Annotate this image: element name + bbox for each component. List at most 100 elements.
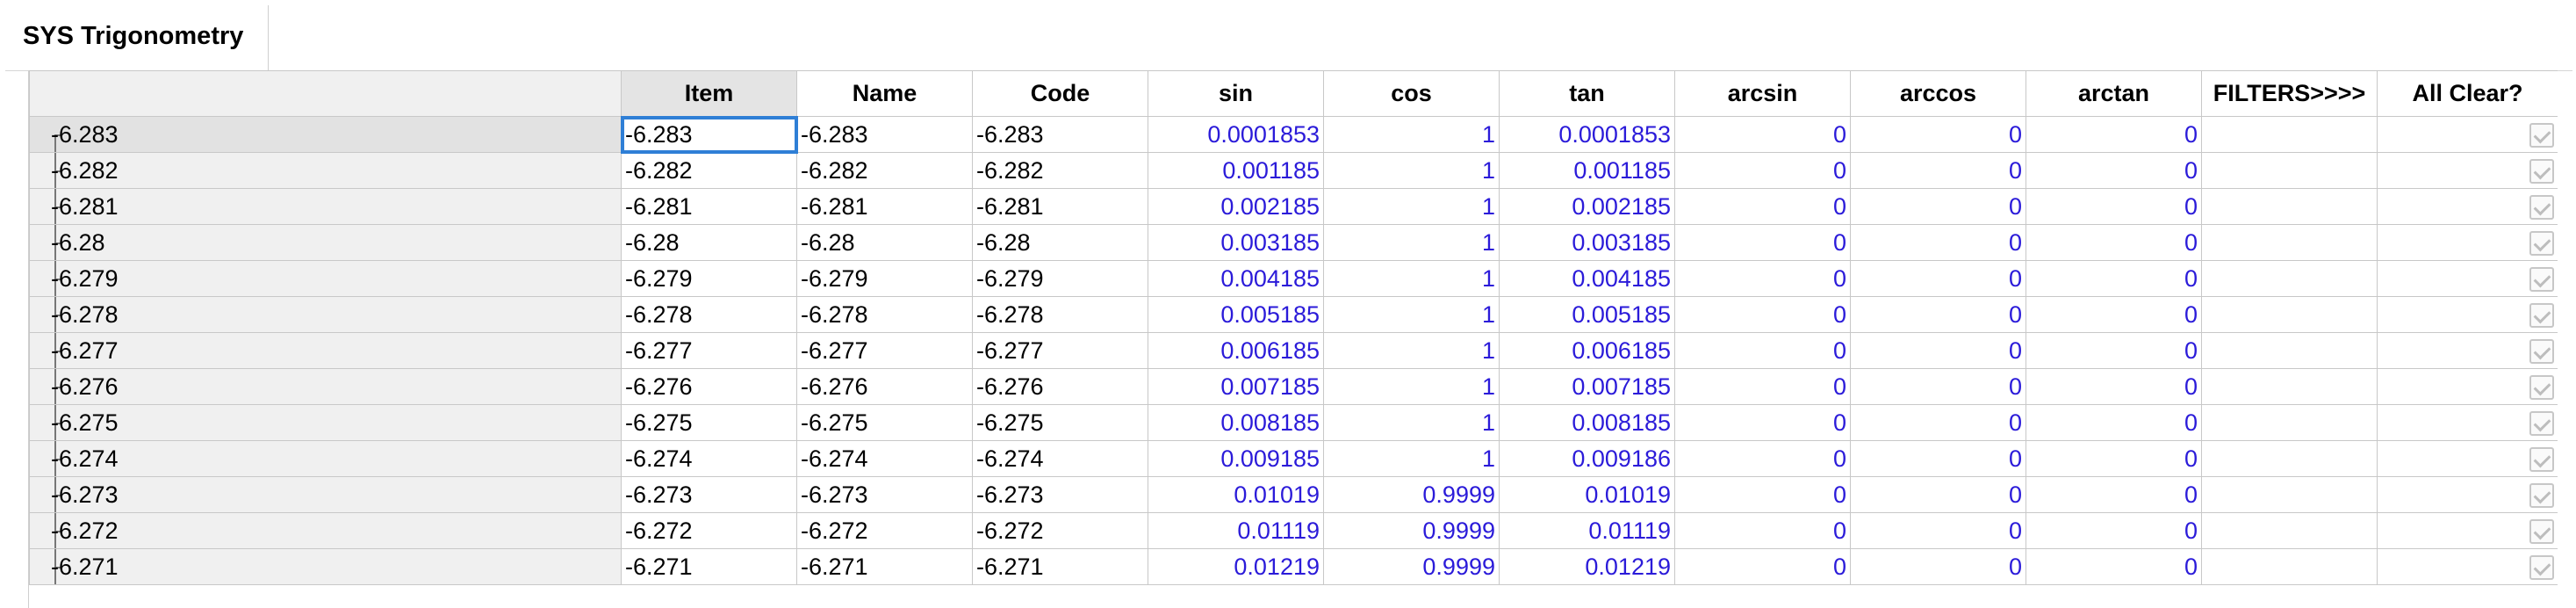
cell-code[interactable]: -6.277 — [972, 332, 1148, 369]
tree-node[interactable]: -6.272 — [29, 512, 622, 549]
cell-arctan[interactable]: 0 — [2026, 260, 2202, 297]
cell-item[interactable]: -6.275 — [621, 404, 797, 441]
cell-arccos[interactable]: 0 — [1850, 152, 2026, 189]
cell-name[interactable]: -6.272 — [796, 512, 973, 549]
cell-arcsin[interactable]: 0 — [1674, 260, 1851, 297]
cell-all-clear[interactable] — [2377, 116, 2558, 153]
cell-arccos[interactable]: 0 — [1850, 476, 2026, 513]
cell-code[interactable]: -6.274 — [972, 440, 1148, 477]
table-row[interactable]: -6.276 -6.276 -6.276 -6.276 0.007185 1 0.00718… — [29, 368, 2558, 405]
cell-item[interactable]: -6.282 — [621, 152, 797, 189]
checkbox-checked-icon[interactable] — [2529, 483, 2554, 509]
cell-cos[interactable]: 1 — [1323, 440, 1500, 477]
cell-sin[interactable]: 0.006185 — [1148, 332, 1324, 369]
cell-code[interactable]: -6.271 — [972, 548, 1148, 585]
column-header-arccos[interactable]: arccos — [1850, 70, 2026, 117]
cell-all-clear[interactable] — [2377, 440, 2558, 477]
cell-arccos[interactable]: 0 — [1850, 368, 2026, 405]
cell-name[interactable]: -6.281 — [796, 188, 973, 225]
cell-cos[interactable]: 1 — [1323, 188, 1500, 225]
tree-node[interactable]: -6.274 — [29, 440, 622, 477]
cell-arccos[interactable]: 0 — [1850, 224, 2026, 261]
cell-arcsin[interactable]: 0 — [1674, 368, 1851, 405]
tree-node[interactable]: -6.281 — [29, 188, 622, 225]
cell-all-clear[interactable] — [2377, 332, 2558, 369]
cell-name[interactable]: -6.282 — [796, 152, 973, 189]
cell-filters[interactable] — [2201, 224, 2378, 261]
column-header-arcsin[interactable]: arcsin — [1674, 70, 1851, 117]
cell-arccos[interactable]: 0 — [1850, 260, 2026, 297]
cell-arctan[interactable]: 0 — [2026, 548, 2202, 585]
cell-filters[interactable] — [2201, 476, 2378, 513]
tree-node[interactable]: -6.275 — [29, 404, 622, 441]
cell-sin[interactable]: 0.003185 — [1148, 224, 1324, 261]
cell-tan[interactable]: 0.007185 — [1499, 368, 1675, 405]
cell-name[interactable]: -6.276 — [796, 368, 973, 405]
cell-name[interactable]: -6.271 — [796, 548, 973, 585]
checkbox-checked-icon[interactable] — [2529, 555, 2554, 581]
cell-arctan[interactable]: 0 — [2026, 440, 2202, 477]
tree-node[interactable]: -6.273 — [29, 476, 622, 513]
cell-arcsin[interactable]: 0 — [1674, 476, 1851, 513]
cell-arcsin[interactable]: 0 — [1674, 332, 1851, 369]
cell-filters[interactable] — [2201, 332, 2378, 369]
cell-arcsin[interactable]: 0 — [1674, 224, 1851, 261]
checkbox-checked-icon[interactable] — [2529, 411, 2554, 437]
cell-filters[interactable] — [2201, 548, 2378, 585]
cell-sin[interactable]: 0.002185 — [1148, 188, 1324, 225]
cell-arccos[interactable]: 0 — [1850, 188, 2026, 225]
cell-cos[interactable]: 1 — [1323, 332, 1500, 369]
cell-sin[interactable]: 0.01019 — [1148, 476, 1324, 513]
table-row[interactable]: -6.28 -6.28 -6.28 -6.28 0.003185 1 0.003185 0 0 0 — [29, 224, 2558, 261]
tree-node[interactable]: -6.277 — [29, 332, 622, 369]
cell-arctan[interactable]: 0 — [2026, 368, 2202, 405]
cell-arctan[interactable]: 0 — [2026, 152, 2202, 189]
cell-all-clear[interactable] — [2377, 548, 2558, 585]
cell-code[interactable]: -6.275 — [972, 404, 1148, 441]
cell-sin[interactable]: 0.01119 — [1148, 512, 1324, 549]
tree-node[interactable]: -6.283 — [29, 116, 622, 153]
cell-sin[interactable]: 0.004185 — [1148, 260, 1324, 297]
cell-sin[interactable]: 0.007185 — [1148, 368, 1324, 405]
cell-name[interactable]: -6.278 — [796, 296, 973, 333]
table-row[interactable]: -6.271 -6.271 -6.271 -6.271 0.01219 0.9999 0.0… — [29, 548, 2558, 585]
cell-filters[interactable] — [2201, 152, 2378, 189]
cell-all-clear[interactable] — [2377, 512, 2558, 549]
cell-all-clear[interactable] — [2377, 188, 2558, 225]
cell-arcsin[interactable]: 0 — [1674, 152, 1851, 189]
cell-arcsin[interactable]: 0 — [1674, 296, 1851, 333]
checkbox-checked-icon[interactable] — [2529, 267, 2554, 293]
cell-arcsin[interactable]: 0 — [1674, 116, 1851, 153]
cell-arccos[interactable]: 0 — [1850, 332, 2026, 369]
tree-node[interactable]: -6.271 — [29, 548, 622, 585]
cell-arcsin[interactable]: 0 — [1674, 440, 1851, 477]
cell-code[interactable]: -6.278 — [972, 296, 1148, 333]
cell-name[interactable]: -6.277 — [796, 332, 973, 369]
cell-all-clear[interactable] — [2377, 296, 2558, 333]
checkbox-checked-icon[interactable] — [2529, 339, 2554, 365]
column-header-arctan[interactable]: arctan — [2026, 70, 2202, 117]
cell-arctan[interactable]: 0 — [2026, 188, 2202, 225]
cell-filters[interactable] — [2201, 296, 2378, 333]
column-header-cos[interactable]: cos — [1323, 70, 1500, 117]
cell-item[interactable]: -6.274 — [621, 440, 797, 477]
cell-filters[interactable] — [2201, 368, 2378, 405]
cell-arcsin[interactable]: 0 — [1674, 188, 1851, 225]
tree-node[interactable]: -6.28 — [29, 224, 622, 261]
cell-cos[interactable]: 1 — [1323, 224, 1500, 261]
cell-name[interactable]: -6.274 — [796, 440, 973, 477]
cell-cos[interactable]: 1 — [1323, 404, 1500, 441]
corner-header[interactable] — [29, 70, 622, 117]
column-header-item[interactable]: Item — [621, 70, 797, 117]
cell-sin[interactable]: 0.009185 — [1148, 440, 1324, 477]
cell-tan[interactable]: 0.0001853 — [1499, 116, 1675, 153]
tab-sys-trigonometry[interactable]: SYS Trigonometry — [5, 5, 269, 70]
cell-name[interactable]: -6.28 — [796, 224, 973, 261]
tree-node[interactable]: -6.278 — [29, 296, 622, 333]
cell-code[interactable]: -6.282 — [972, 152, 1148, 189]
cell-tan[interactable]: 0.001185 — [1499, 152, 1675, 189]
cell-all-clear[interactable] — [2377, 224, 2558, 261]
cell-all-clear[interactable] — [2377, 404, 2558, 441]
cell-tan[interactable]: 0.003185 — [1499, 224, 1675, 261]
cell-cos[interactable]: 0.9999 — [1323, 548, 1500, 585]
